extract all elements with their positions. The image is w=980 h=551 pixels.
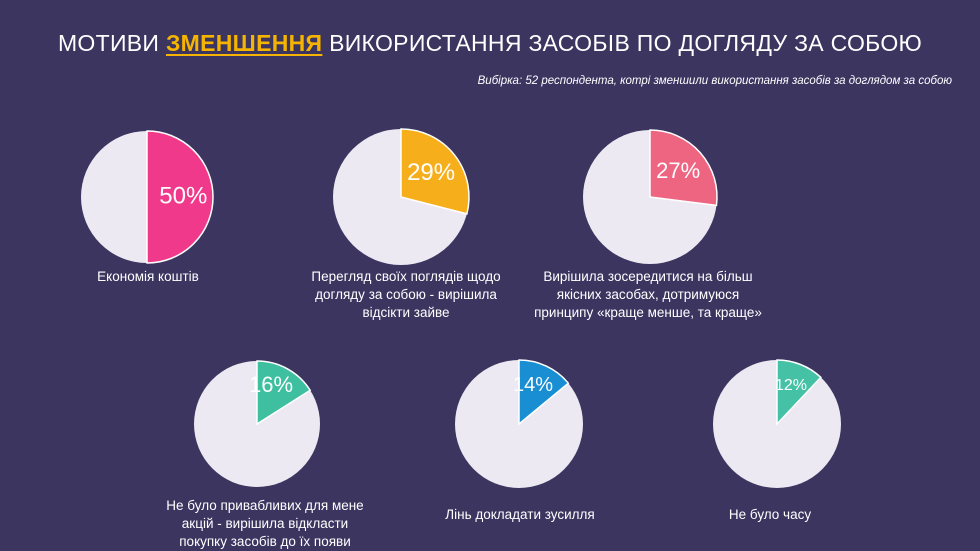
pie-label-1: Перегляд своїх поглядів щодо догляду за … — [311, 269, 501, 320]
pie-label-0: Економія коштів — [97, 269, 199, 284]
pie-slice-4 — [518, 359, 570, 426]
pie-slice-3 — [256, 360, 312, 426]
pie-label-3: Не було привабливих для мене акцій - вир… — [166, 498, 364, 549]
pie-slice-0 — [146, 130, 214, 264]
pie-2: 27% — [583, 129, 718, 264]
pie-4: 14% — [455, 359, 583, 488]
pie-slice-1 — [400, 128, 470, 215]
pie-slice-2 — [649, 129, 718, 207]
pie-label-4: Лінь докладати зусилля — [445, 507, 595, 522]
pie-0: 50% — [81, 130, 214, 264]
title-prefix: МОТИВИ — [57, 30, 166, 56]
pie-slice-5 — [776, 359, 822, 426]
pie-value-2: 27% — [656, 158, 700, 183]
pie-value-5: 12% — [775, 377, 807, 394]
pie-label-5: Не було часу — [728, 507, 812, 522]
pie-value-0: 50% — [159, 182, 207, 209]
sample-note: Вибірка: 52 респондента, котрі зменшили … — [477, 75, 952, 87]
pie-3: 16% — [194, 360, 320, 487]
pie-value-4: 14% — [513, 374, 553, 396]
pie-5: 12% — [713, 359, 841, 488]
pie-value-1: 29% — [407, 159, 455, 186]
title-suffix: ВИКОРИСТАННЯ ЗАСОБІВ ПО ДОГЛЯДУ ЗА СОБОЮ — [322, 30, 923, 56]
page-title: МОТИВИ ЗМЕНШЕННЯ ВИКОРИСТАННЯ ЗАСОБІВ ПО… — [0, 30, 980, 57]
pie-value-3: 16% — [249, 372, 293, 397]
pie-1: 29% — [333, 128, 470, 265]
title-highlight: ЗМЕНШЕННЯ — [165, 30, 323, 56]
pie-label-2: Вирішила зосередитися на більш якісних з… — [534, 269, 762, 320]
